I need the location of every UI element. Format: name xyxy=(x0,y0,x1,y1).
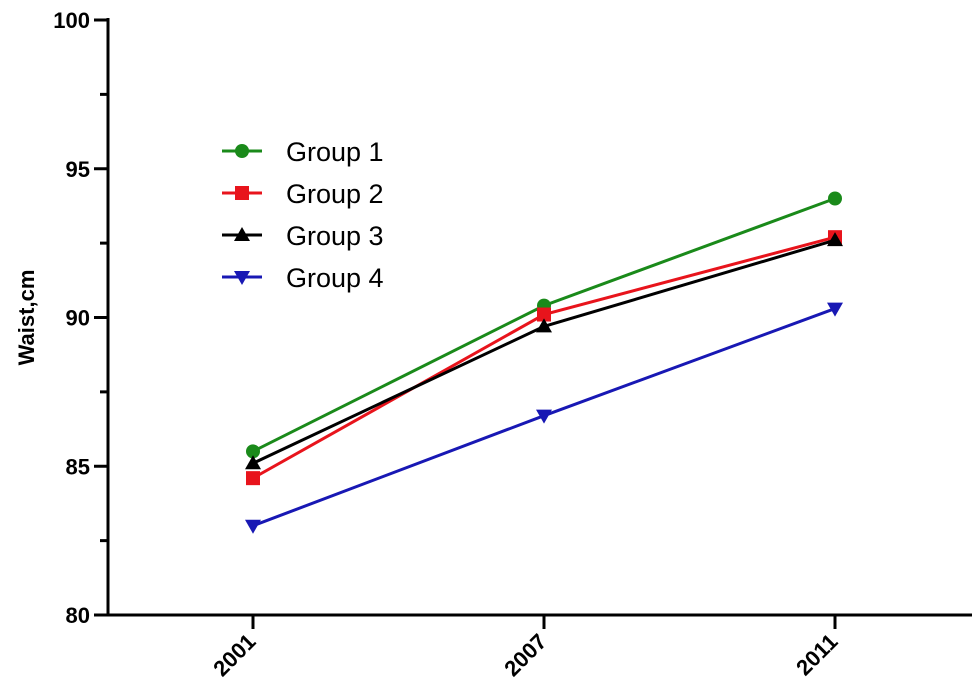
legend-item-2: Group 2 xyxy=(222,179,384,209)
y-tick-label: 90 xyxy=(66,306,90,331)
x-tick-label: 2011 xyxy=(791,629,842,680)
legend-label: Group 2 xyxy=(286,179,384,209)
y-tick-label: 85 xyxy=(66,454,90,479)
data-point xyxy=(537,307,551,322)
data-point xyxy=(828,191,842,206)
y-tick-label: 95 xyxy=(66,157,90,182)
data-point xyxy=(245,519,261,534)
series-layer xyxy=(245,191,843,534)
x-tick-label: 2001 xyxy=(208,629,260,681)
legend-item-1: Group 1 xyxy=(222,137,384,167)
series-3 xyxy=(245,232,843,470)
legend-marker xyxy=(235,144,249,158)
series-2 xyxy=(246,230,842,486)
legend-label: Group 4 xyxy=(286,263,384,293)
y-axis-title: Waist,cm xyxy=(14,270,39,366)
legend-marker xyxy=(234,271,250,285)
legend-item-3: Group 3 xyxy=(222,221,384,251)
data-point xyxy=(827,232,843,247)
data-point xyxy=(536,409,552,424)
y-tick-label: 80 xyxy=(66,603,90,628)
legend-item-4: Group 4 xyxy=(222,263,384,293)
x-tick-label: 2007 xyxy=(499,629,551,681)
data-point xyxy=(827,302,843,317)
legend-label: Group 1 xyxy=(286,137,384,167)
legend-marker xyxy=(234,227,250,241)
data-point xyxy=(245,455,261,470)
data-point xyxy=(246,444,260,459)
series-4 xyxy=(245,302,843,534)
legend-label: Group 3 xyxy=(286,221,384,251)
y-tick-label: 100 xyxy=(53,8,90,33)
legend: Group 1 Group 2 Group 3 Group 4 xyxy=(222,137,384,293)
data-point xyxy=(246,471,260,486)
data-point xyxy=(536,318,552,333)
legend-marker xyxy=(235,186,249,200)
